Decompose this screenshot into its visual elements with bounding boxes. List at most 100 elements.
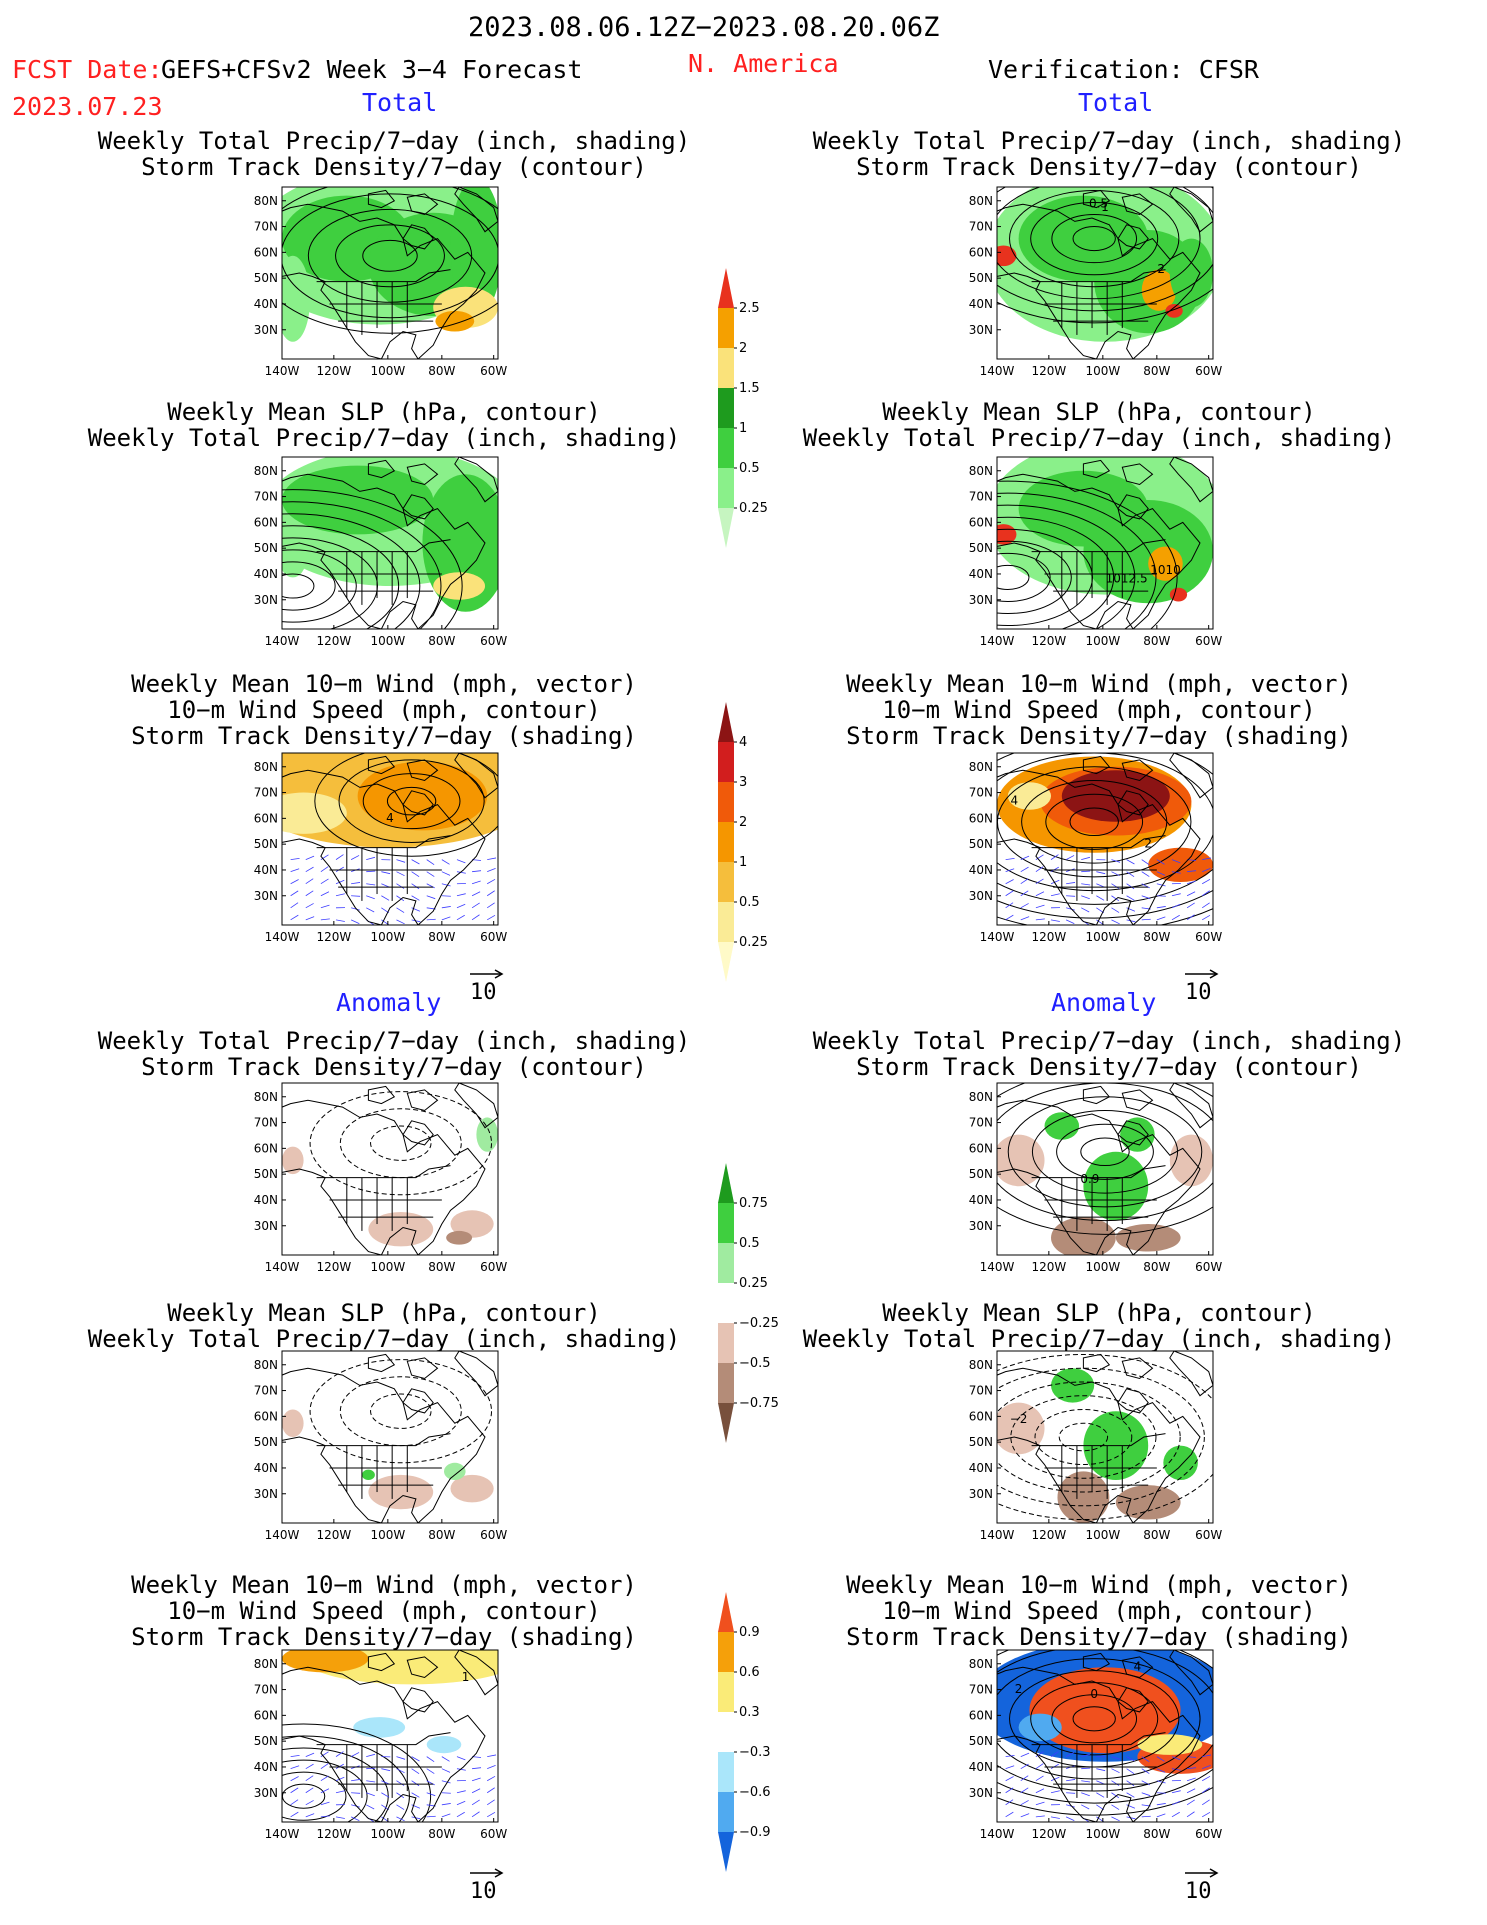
coastline [997, 1351, 1213, 1523]
contour-label: 0 [1090, 1687, 1098, 1701]
lat-tick-label: 50N [254, 1435, 278, 1449]
title-fc-total-wind: Weekly Mean 10−m Wind (mph, vector) 10−m … [131, 670, 637, 750]
contour-label: 4 [386, 811, 394, 825]
colorbar-label: 3 [739, 775, 747, 790]
vector-ref-obs-total: 10 [1183, 965, 1223, 1005]
title-obs-anom-slp: Weekly Mean SLP (hPa, contour) Weekly Tot… [802, 1299, 1396, 1353]
lon-tick-label: 80W [428, 1528, 455, 1542]
title-obs-total-wind: Weekly Mean 10−m Wind (mph, vector) 10−m … [846, 670, 1352, 750]
lat-tick-label: 70N [254, 786, 278, 800]
colorbar-segment [718, 1243, 734, 1283]
contour-label: 1012.5 [1106, 572, 1148, 586]
title-obs-total-slp: Weekly Mean SLP (hPa, contour) Weekly Tot… [802, 398, 1396, 452]
arrow-right-icon [470, 969, 504, 979]
lat-tick-label: 30N [254, 889, 278, 903]
lat-tick-label: 40N [969, 567, 993, 581]
coastline [997, 1650, 1213, 1822]
colorbar-total-precip: 2.5 2 1.5 1 0.5 0.25 [718, 268, 768, 548]
coastline [282, 187, 498, 359]
lon-tick-label: 100W [370, 634, 405, 648]
lat-tick-label: 80N [969, 1657, 993, 1671]
lat-tick-label: 40N [254, 863, 278, 877]
colorbar-segment [718, 782, 734, 822]
lat-tick-label: 50N [254, 1734, 278, 1748]
vector-ref-fc-anom: 10 [468, 1864, 508, 1904]
contour-label: −2 [1010, 1412, 1028, 1426]
colorbar-segment [718, 1363, 734, 1403]
lat-tick-label: 40N [969, 1193, 993, 1207]
lon-tick-label: 60W [480, 1260, 507, 1274]
coastline [282, 1351, 498, 1523]
verification-label: Verification: CFSR [988, 55, 1259, 84]
contour-label: 2 [1157, 262, 1165, 276]
lat-tick-label: 30N [254, 593, 278, 607]
lat-tick-label: 70N [254, 490, 278, 504]
colorbar-segment [718, 942, 734, 982]
lat-tick-label: 70N [969, 490, 993, 504]
colorbar-label: 1.5 [739, 381, 760, 396]
lon-tick-label: 60W [1195, 1528, 1222, 1542]
colorbar-label: 0.25 [739, 935, 768, 950]
lon-tick-label: 140W [980, 364, 1015, 378]
lon-tick-label: 80W [428, 364, 455, 378]
lon-tick-label: 80W [1143, 1827, 1170, 1841]
lat-tick-label: 40N [254, 567, 278, 581]
colorbar-segment [718, 428, 734, 468]
lon-tick-label: 100W [370, 364, 405, 378]
map-fc-total-wind: 4 80N 70N 60N 50N 40N 30N 140W 120W 100W 80W 60W [254, 752, 507, 944]
lon-tick-label: 140W [980, 1528, 1015, 1542]
colorbar-anom-storm: 0.9 0.6 0.3 −0.3 −0.6 −0.9 [718, 1592, 771, 1872]
lat-tick-label: 50N [254, 541, 278, 555]
lon-tick-label: 100W [1085, 1260, 1120, 1274]
lat-tick-label: 60N [254, 1141, 278, 1155]
colorbar-segment [718, 1632, 734, 1672]
map-fc-total-slp: 80N 70N 60N 50N 40N 30N 140W 120W 100W 80W 60W [254, 456, 507, 648]
lon-tick-label: 80W [1143, 930, 1170, 944]
colorbar-segment [718, 902, 734, 942]
contour-label: 0.9 [1080, 1172, 1099, 1186]
lon-tick-label: 60W [1195, 1827, 1222, 1841]
colorbar-label: 4 [739, 735, 747, 750]
lon-tick-label: 100W [370, 1260, 405, 1274]
colorbar-label: −0.9 [739, 1825, 771, 1840]
map-fc-anom-precip: 80N 70N 60N 50N 40N 30N 140W 120W 100W 80W 60W [254, 1082, 507, 1274]
colorbar-segment [718, 1283, 734, 1323]
lon-tick-label: 120W [316, 364, 351, 378]
lat-tick-label: 60N [254, 811, 278, 825]
title-fc-total-slp: Weekly Mean SLP (hPa, contour) Weekly Tot… [87, 398, 681, 452]
contour-label: 1010 [1150, 563, 1181, 577]
colorbar-segment [718, 1832, 734, 1872]
colorbar-label: 0.5 [739, 895, 760, 910]
lon-tick-label: 120W [316, 634, 351, 648]
colorbar-segment [718, 1792, 734, 1832]
section-anomaly-forecast: Anomaly [336, 988, 442, 1017]
colorbar-segment [718, 822, 734, 862]
lat-tick-label: 60N [969, 515, 993, 529]
title-fc-anom-precip: Weekly Total Precip/7−day (inch, shading… [97, 1027, 691, 1081]
lon-tick-label: 60W [1195, 364, 1222, 378]
lat-tick-label: 60N [969, 1141, 993, 1155]
section-total-verification: Total [1078, 88, 1154, 117]
section-anomaly-verification: Anomaly [1051, 988, 1157, 1017]
colorbar-segment [718, 508, 734, 548]
lat-tick-label: 80N [254, 1657, 278, 1671]
colorbar-segment [718, 702, 734, 742]
vector-ref-fc-total: 10 [468, 965, 508, 1005]
lon-tick-label: 140W [980, 930, 1015, 944]
lon-tick-label: 80W [1143, 634, 1170, 648]
vector-ref-label: 10 [1185, 1879, 1212, 1904]
colorbar-label: 0.5 [739, 1236, 760, 1251]
lon-tick-label: 60W [480, 364, 507, 378]
arrow-right-icon [470, 1868, 504, 1878]
colorbar-segment [718, 1323, 734, 1363]
coastline [282, 457, 498, 629]
vector-ref-obs-anom: 10 [1183, 1864, 1223, 1904]
lat-tick-label: 80N [969, 1358, 993, 1372]
lon-tick-label: 100W [370, 930, 405, 944]
lon-tick-label: 120W [1031, 930, 1066, 944]
lon-tick-label: 120W [1031, 364, 1066, 378]
lat-tick-label: 70N [969, 1116, 993, 1130]
lat-tick-label: 30N [254, 1219, 278, 1233]
colorbar-segment [718, 1592, 734, 1632]
